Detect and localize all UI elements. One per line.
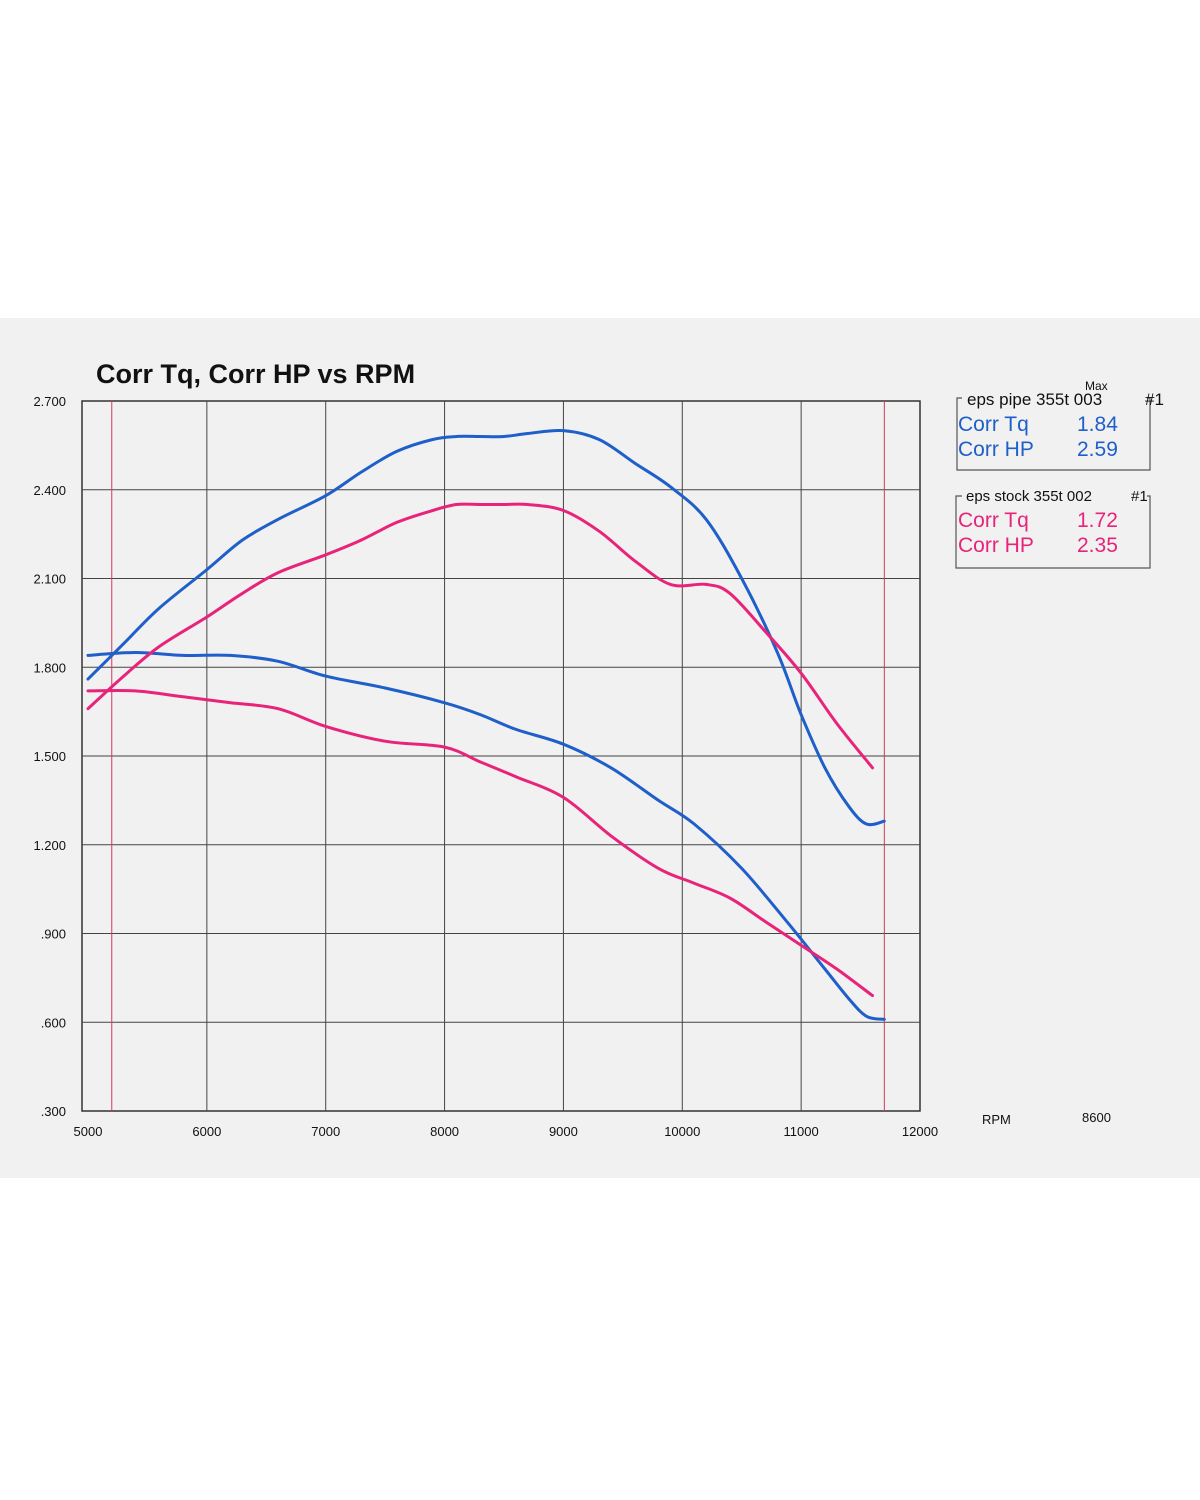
y-tick-label: .300 — [41, 1104, 66, 1119]
legend-stock-hp-label: Corr HP — [958, 534, 1034, 557]
eps-stock-corr-hp-line — [86, 502, 874, 770]
legend-stock-hp-value: 2.35 — [1077, 534, 1118, 557]
x-tick-label: 10000 — [664, 1124, 700, 1139]
chart-svg: Corr Tq, Corr HP vs RPM 5000 6000 7000 8000… — [33, 359, 1164, 1139]
y-tick-label: .900 — [41, 927, 66, 942]
eps-stock-corr-tq-line — [86, 688, 874, 998]
legend-stock-frame — [955, 495, 1151, 569]
x-tick-label: 6000 — [192, 1124, 221, 1139]
legend-stock-tq-value: 1.72 — [1077, 509, 1118, 532]
legend-pipe-tq-value: 1.84 — [1077, 413, 1118, 436]
x-tick-label: 9000 — [549, 1124, 578, 1139]
x-tick-label: 7000 — [311, 1124, 340, 1139]
legend-stock: eps stock 355t 002 #1 Corr Tq 1.72 Corr … — [955, 488, 1151, 569]
chart-paper: Corr Tq, Corr HP vs RPM 5000 6000 7000 8000… — [0, 318, 1200, 1178]
x-tick-label: 5000 — [74, 1124, 103, 1139]
eps-pipe-corr-hp-line — [86, 428, 886, 827]
legend-pipe-tq-label: Corr Tq — [958, 413, 1029, 436]
y-tick-label: 1.200 — [33, 838, 66, 853]
y-tick-label: 2.100 — [33, 572, 66, 587]
x-extra-label: 8600 — [1082, 1110, 1111, 1125]
y-tick-label: 2.700 — [33, 394, 66, 409]
y-tick-label: 2.400 — [33, 483, 66, 498]
legend-pipe: eps pipe 355t 003 Max #1 Corr Tq 1.84 Co… — [956, 379, 1164, 471]
legend-max-label: Max — [1085, 379, 1108, 393]
series-lines — [86, 428, 886, 1021]
x-tick-label: 8000 — [430, 1124, 459, 1139]
rpm-marker-lines — [111, 401, 885, 1111]
legend-stock-header: eps stock 355t 002 — [966, 488, 1092, 505]
legend-stock-run: #1 — [1131, 488, 1148, 505]
legend-pipe-frame — [956, 397, 1151, 471]
y-tick-label: .600 — [41, 1015, 66, 1030]
y-tick-label: 1.500 — [33, 749, 66, 764]
legend-pipe-hp-label: Corr HP — [958, 438, 1034, 461]
tick-labels: 5000 6000 7000 8000 9000 10000 11000 12000 2.700… — [33, 394, 938, 1139]
x-tick-label: 12000 — [902, 1124, 938, 1139]
x-axis-label: RPM — [982, 1112, 1011, 1127]
legend-pipe-run: #1 — [1145, 390, 1164, 409]
chart-title: Corr Tq, Corr HP vs RPM — [96, 359, 415, 389]
eps-pipe-corr-tq-line — [86, 651, 886, 1021]
legend-pipe-header: eps pipe 355t 003 — [967, 390, 1102, 409]
y-tick-label: 1.800 — [33, 660, 66, 675]
grid-lines — [82, 401, 920, 1111]
legend-stock-tq-label: Corr Tq — [958, 509, 1029, 532]
x-tick-label: 11000 — [784, 1124, 819, 1139]
legend-pipe-hp-value: 2.59 — [1077, 438, 1118, 461]
